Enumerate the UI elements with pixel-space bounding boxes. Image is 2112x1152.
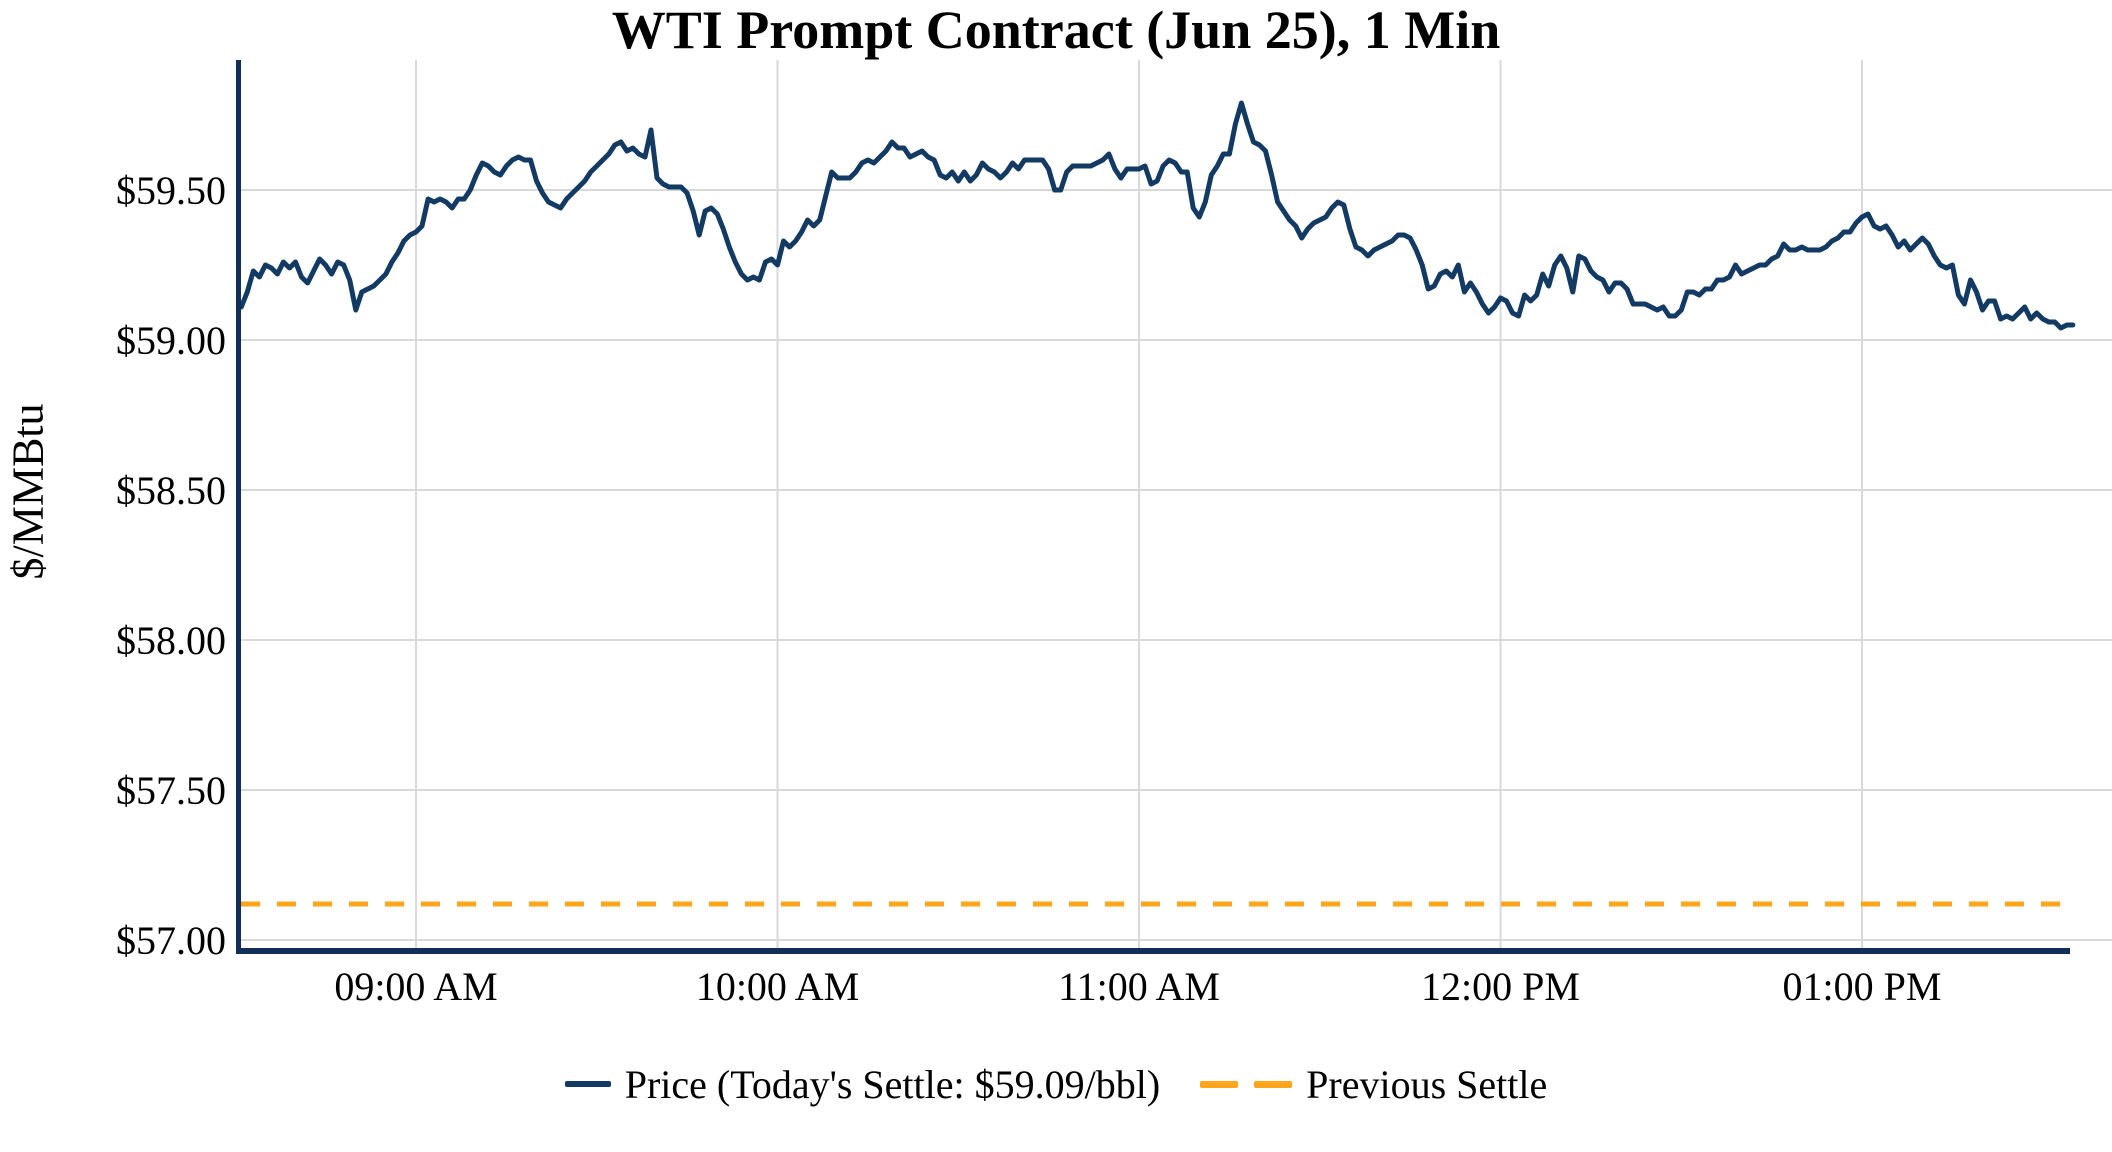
legend: Price (Today's Settle: $59.09/bbl) Previ… [0,1056,2112,1112]
x-tick-label: 09:00 AM [334,964,497,1009]
x-tick-label: 10:00 AM [696,964,859,1009]
y-tick-label: $57.50 [116,768,226,813]
y-tick-label: $58.50 [116,468,226,513]
x-tick-label: 01:00 PM [1783,964,1942,1009]
x-tick-label: 12:00 PM [1421,964,1580,1009]
x-axis-spine [236,948,2070,954]
x-tick-label: 11:00 AM [1058,964,1220,1009]
y-axis-spine [236,60,241,954]
chart-title: WTI Prompt Contract (Jun 25), 1 Min [611,0,1501,60]
legend-item-price: Price (Today's Settle: $59.09/bbl) [564,1061,1161,1108]
price-line-swatch-icon [564,1081,611,1087]
y-tick-label: $59.50 [116,168,226,213]
y-tick-label: $59.00 [116,318,226,363]
legend-price-label: Price (Today's Settle: $59.09/bbl) [624,1061,1161,1107]
legend-item-previous-settle: Previous Settle [1200,1061,1547,1108]
legend-previous-settle-label: Previous Settle [1306,1061,1548,1107]
previous-settle-dash-swatch-icon [1200,1080,1293,1088]
y-tick-label: $58.00 [116,618,226,663]
price-line [238,100,2076,331]
y-tick-label: $57.00 [116,918,226,963]
